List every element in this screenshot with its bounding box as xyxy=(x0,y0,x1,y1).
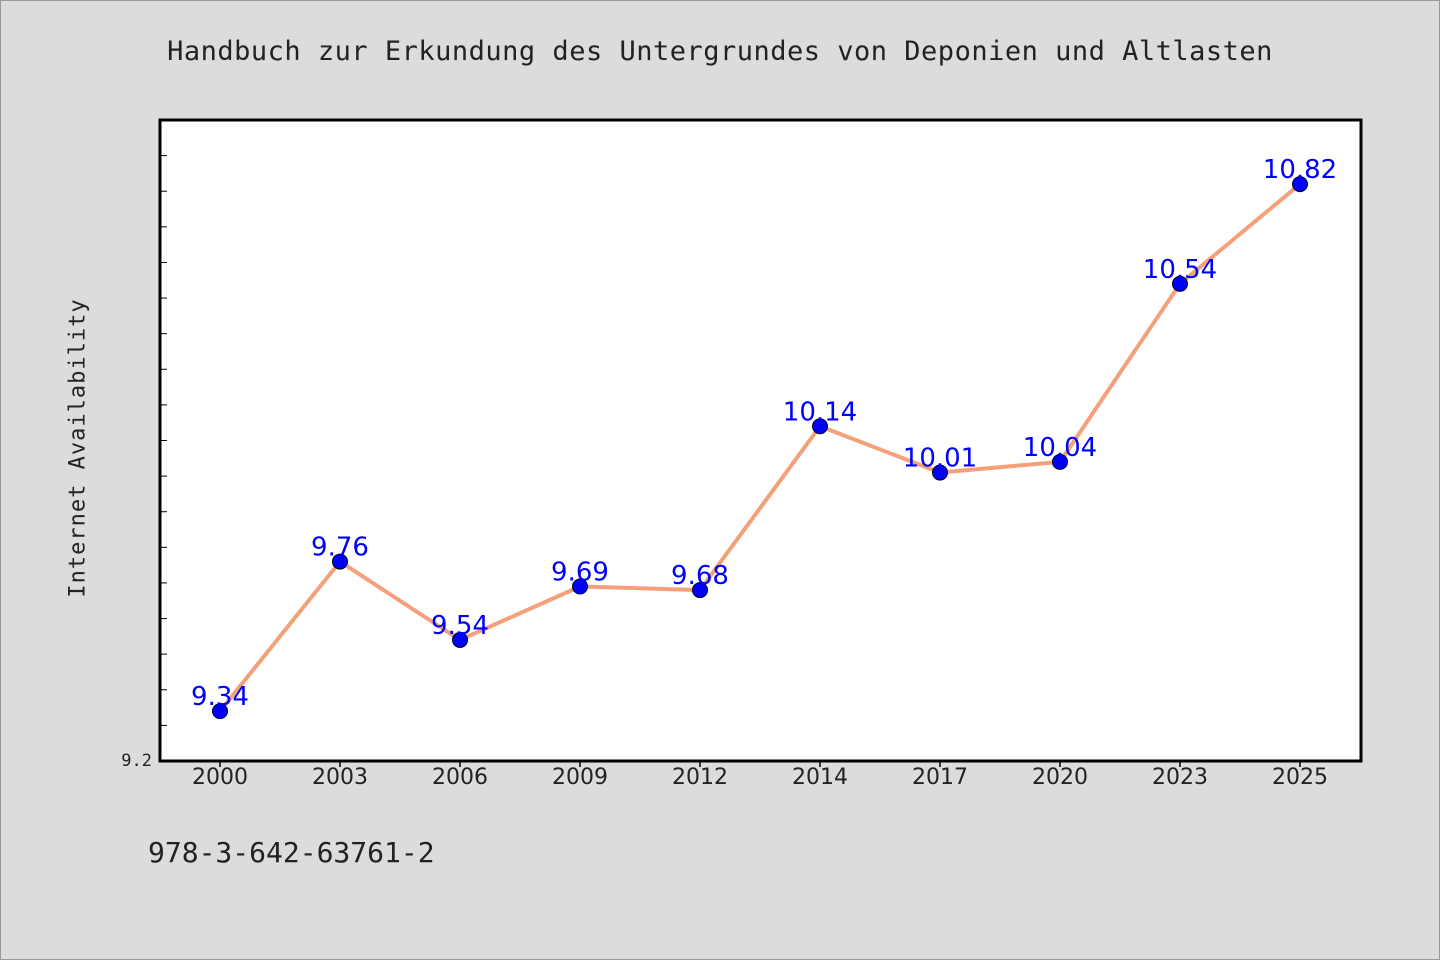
data-label: 9.54 xyxy=(431,611,489,641)
data-point xyxy=(452,631,468,648)
x-axis-ticks: 2000 2003 2006 2009 2012 2014 2017 2020 2023 2025 xyxy=(192,761,1328,790)
x-tick-label: 2017 xyxy=(912,765,968,790)
x-tick-label: 2023 xyxy=(1152,765,1208,790)
data-point xyxy=(1172,275,1188,292)
data-label: 10.14 xyxy=(783,397,857,427)
data-label: 9.76 xyxy=(311,533,369,563)
data-label: 10.04 xyxy=(1023,433,1097,463)
data-label: 9.68 xyxy=(671,561,729,591)
plot-area xyxy=(158,118,1363,763)
x-tick-label: 2000 xyxy=(192,765,248,790)
y-tick-label: 9.2 xyxy=(121,751,152,771)
x-tick-label: 2025 xyxy=(1272,765,1328,790)
data-label: 10.01 xyxy=(903,444,977,474)
data-label: 9.34 xyxy=(191,682,249,712)
series-group: 9.34 9.76 9.54 9.69 9.68 10.14 10.01 10.04 10.54… xyxy=(191,155,1337,720)
data-label: 10.54 xyxy=(1143,255,1217,285)
data-point xyxy=(572,578,588,595)
data-point xyxy=(812,418,828,435)
chart-title: Handbuch zur Erkundung des Untergrundes … xyxy=(167,36,1273,67)
x-tick-label: 2020 xyxy=(1032,765,1088,790)
data-label: 10.82 xyxy=(1263,155,1337,185)
x-tick-label: 2006 xyxy=(432,765,488,790)
isbn-note: 978-3-642-63761-2 xyxy=(148,836,435,869)
x-tick-label: 2009 xyxy=(552,765,608,790)
data-point xyxy=(932,464,948,481)
x-tick-label: 2014 xyxy=(792,765,848,790)
data-point xyxy=(692,582,708,599)
series-line xyxy=(218,182,1302,714)
data-point xyxy=(212,703,228,720)
data-point xyxy=(1052,453,1068,470)
data-label: 9.69 xyxy=(551,558,609,588)
y-axis-ticks: 9.2 xyxy=(121,155,167,771)
data-point xyxy=(332,553,348,570)
x-tick-label: 2003 xyxy=(312,765,368,790)
x-tick-label: 2012 xyxy=(672,765,728,790)
data-point xyxy=(1292,176,1308,193)
